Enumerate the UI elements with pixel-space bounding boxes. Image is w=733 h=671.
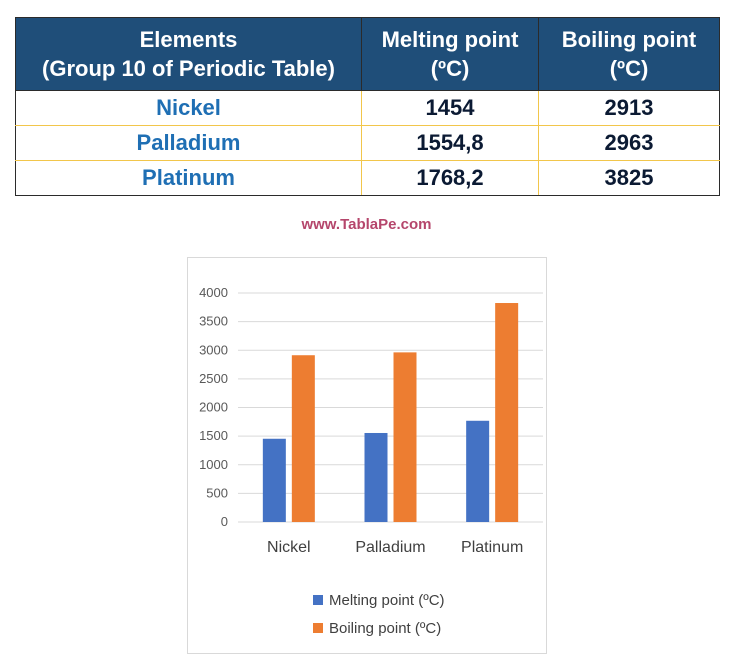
- table-row: Platinum 1768,2 3825: [15, 160, 720, 196]
- x-category-label: Palladium: [355, 539, 425, 556]
- legend-item-melting: Melting point (ºC): [313, 586, 445, 614]
- bar-boiling: [495, 303, 519, 522]
- bar-melting: [466, 420, 490, 522]
- y-tick-label: 0: [221, 514, 228, 529]
- header-elements: Elements (Group 10 of Periodic Table): [15, 17, 362, 91]
- chart-legend: Melting point (ºC) Boiling point (ºC): [313, 586, 445, 642]
- legend-swatch-boiling: [313, 623, 323, 633]
- cell-melting: 1454: [361, 90, 539, 126]
- bar-boiling: [393, 352, 417, 522]
- cell-element: Platinum: [15, 160, 362, 196]
- y-tick-label: 1500: [199, 428, 228, 443]
- bar-boiling: [291, 355, 315, 522]
- x-category-label: Platinum: [461, 539, 523, 556]
- header-elements-line1: Elements: [139, 27, 238, 52]
- x-category-label: Nickel: [267, 539, 311, 556]
- chart-svg: 0 500 1000 1500 2000 2500 3000 3500 4000 Nickel Pa…: [199, 285, 543, 556]
- y-tick-label: 3000: [199, 342, 228, 357]
- cell-melting: 1554,8: [361, 125, 539, 161]
- header-boiling-line2: (ºC): [609, 56, 649, 81]
- y-tick-label: 4000: [199, 285, 228, 300]
- table-row: Palladium 1554,8 2963: [15, 125, 720, 161]
- bar-melting: [262, 438, 286, 522]
- cell-boiling: 3825: [538, 160, 720, 196]
- header-melting: Melting point (ºC): [361, 17, 539, 91]
- header-elements-line2: (Group 10 of Periodic Table): [42, 56, 335, 81]
- y-tick-label: 1000: [199, 457, 228, 472]
- bar-melting: [364, 432, 388, 522]
- y-tick-label: 2500: [199, 371, 228, 386]
- header-boiling: Boiling point (ºC): [538, 17, 720, 91]
- legend-swatch-melting: [313, 595, 323, 605]
- y-tick-label: 500: [206, 485, 228, 500]
- table-row: Nickel 1454 2913: [15, 90, 720, 126]
- cell-element: Nickel: [15, 90, 362, 126]
- header-melting-line2: (ºC): [430, 56, 470, 81]
- data-table: Elements (Group 10 of Periodic Table) Me…: [15, 17, 720, 196]
- y-tick-label: 3500: [199, 314, 228, 329]
- bar-chart: 0 500 1000 1500 2000 2500 3000 3500 4000 Nickel Pa…: [187, 257, 547, 654]
- cell-melting: 1768,2: [361, 160, 539, 196]
- cell-element: Palladium: [15, 125, 362, 161]
- legend-label-boiling: Boiling point (ºC): [329, 619, 442, 637]
- header-melting-line1: Melting point: [381, 27, 519, 52]
- header-boiling-line1: Boiling point: [561, 27, 697, 52]
- legend-item-boiling: Boiling point (ºC): [313, 614, 445, 642]
- cell-boiling: 2913: [538, 90, 720, 126]
- watermark-text: www.TablaPe.com: [301, 216, 432, 233]
- table-header-row: Elements (Group 10 of Periodic Table) Me…: [15, 17, 720, 91]
- legend-label-melting: Melting point (ºC): [329, 591, 445, 609]
- y-tick-label: 2000: [199, 400, 228, 415]
- cell-boiling: 2963: [538, 125, 720, 161]
